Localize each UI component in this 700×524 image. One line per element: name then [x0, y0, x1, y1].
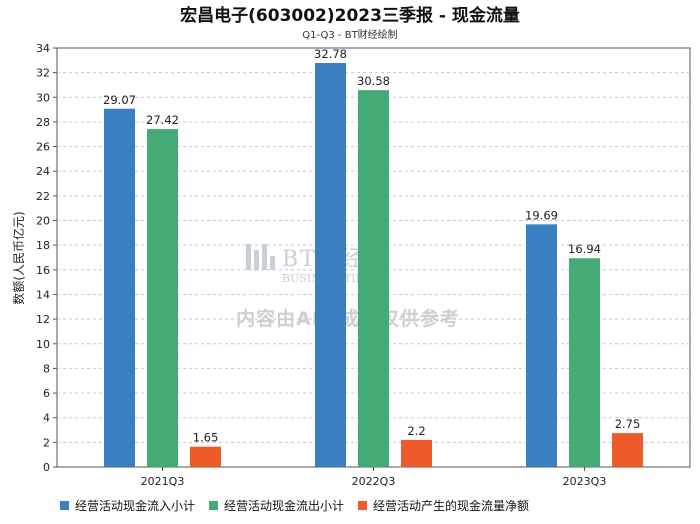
legend-swatch — [60, 501, 69, 510]
data-label: 30.58 — [357, 74, 390, 88]
y-tick-label: 12 — [36, 313, 50, 326]
data-labels: 29.07 27.42 1.65 32.78 30.58 2.2 19.69 16.94 2.7… — [103, 47, 640, 445]
y-tick-label: 4 — [43, 412, 50, 425]
y-tick-label: 22 — [36, 190, 50, 203]
x-tick-label: 2022Q3 — [352, 475, 396, 488]
x-tick-label: 2023Q3 — [563, 475, 607, 488]
x-axis-ticks: 2021Q3 2022Q3 2023Q3 — [141, 467, 607, 488]
bar — [526, 224, 557, 467]
watermark: BT财经 BUSINESSTIMES 内容由AI生成，仅供参考 — [236, 244, 460, 330]
watermark-logo-icon — [246, 244, 275, 270]
data-label: 2.2 — [407, 424, 425, 438]
y-tick-label: 2 — [43, 436, 50, 449]
y-tick-label: 14 — [36, 288, 50, 301]
y-tick-label: 32 — [36, 67, 50, 80]
bar — [147, 129, 178, 468]
y-tick-label: 16 — [36, 264, 50, 277]
y-tick-label: 0 — [43, 461, 50, 474]
y-tick-label: 6 — [43, 387, 50, 400]
y-axis-label: 数额(人民币亿元) — [11, 211, 26, 304]
y-tick-label: 34 — [36, 42, 50, 55]
legend: 经营活动现金流入小计 经营活动现金流出小计 经营活动产生的现金流量净额 — [60, 498, 529, 513]
legend-label: 经营活动产生的现金流量净额 — [373, 498, 529, 513]
y-tick-label: 24 — [36, 165, 50, 178]
bar — [358, 90, 389, 467]
data-label: 29.07 — [103, 93, 136, 107]
legend-swatch — [209, 501, 218, 510]
x-tick-label: 2021Q3 — [141, 475, 185, 488]
data-label: 19.69 — [525, 208, 558, 222]
bar — [190, 446, 221, 467]
y-tick-label: 8 — [43, 362, 50, 375]
y-tick-label: 26 — [36, 141, 50, 154]
y-tick-label: 20 — [36, 215, 50, 228]
bar — [401, 439, 432, 467]
y-tick-label: 18 — [36, 239, 50, 252]
data-label: 27.42 — [146, 113, 179, 127]
chart-subtitle: Q1-Q3 - BT财经绘制 — [302, 28, 397, 41]
bar — [315, 63, 346, 468]
watermark-generated-notice: 内容由AI生成，仅供参考 — [236, 307, 460, 330]
legend-label: 经营活动现金流出小计 — [224, 498, 344, 513]
data-label: 1.65 — [193, 431, 219, 445]
data-label: 32.78 — [314, 47, 347, 61]
bar — [569, 258, 600, 467]
y-tick-label: 28 — [36, 116, 50, 129]
y-tick-label: 30 — [36, 91, 50, 104]
bars — [104, 63, 643, 468]
bar — [612, 433, 643, 467]
chart-title: 宏昌电子(603002)2023三季报 - 现金流量 — [180, 5, 520, 26]
y-tick-label: 10 — [36, 338, 50, 351]
data-label: 2.75 — [615, 417, 641, 431]
bar — [104, 108, 135, 467]
legend-swatch — [358, 501, 367, 510]
data-label: 16.94 — [568, 242, 601, 256]
legend-label: 经营活动现金流入小计 — [75, 498, 195, 513]
